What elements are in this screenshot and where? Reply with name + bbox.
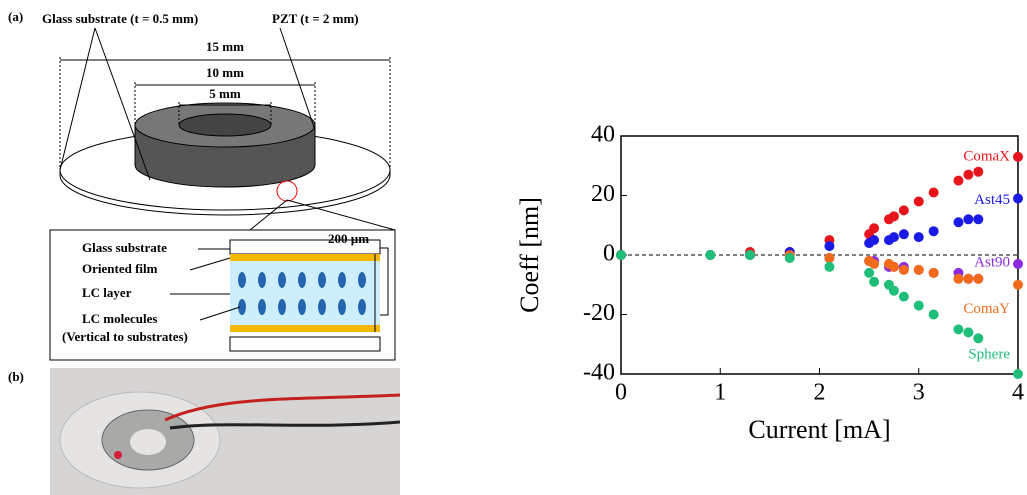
x-tick-label: 1 bbox=[714, 380, 726, 406]
point bbox=[824, 252, 835, 263]
panel-label: (a) bbox=[8, 9, 23, 24]
diagram bbox=[49, 27, 396, 361]
point bbox=[869, 223, 880, 234]
x-tick-label: 4 bbox=[1012, 380, 1024, 406]
point bbox=[705, 250, 716, 260]
y-tick-label: 20 bbox=[591, 181, 615, 207]
y-tick-label: -20 bbox=[583, 300, 615, 326]
point bbox=[973, 166, 984, 177]
dimension-label: 15 mm bbox=[206, 39, 244, 54]
point bbox=[963, 169, 974, 180]
layer-label: Oriented film bbox=[82, 261, 158, 276]
y-tick-label: 40 bbox=[591, 122, 615, 148]
series-label: ComaX bbox=[963, 148, 1010, 164]
y-axis-label: Coeff [nm] bbox=[515, 197, 544, 313]
point bbox=[913, 300, 924, 311]
point bbox=[963, 273, 974, 284]
point bbox=[1013, 369, 1023, 379]
point bbox=[888, 211, 899, 222]
layer-label: LC molecules bbox=[82, 311, 157, 326]
point bbox=[1013, 279, 1023, 290]
x-tick-label: 3 bbox=[913, 380, 925, 406]
dimension-label: 10 mm bbox=[206, 65, 244, 80]
point bbox=[913, 232, 924, 243]
point bbox=[953, 273, 964, 284]
point bbox=[973, 333, 984, 344]
point bbox=[1013, 151, 1023, 162]
point bbox=[888, 261, 899, 272]
dimension-label: 5 mm bbox=[209, 86, 241, 101]
point bbox=[963, 214, 974, 225]
point bbox=[784, 252, 795, 263]
x-tick-label: 2 bbox=[814, 380, 826, 406]
layer-label: (Vertical to substrates) bbox=[62, 329, 188, 344]
point bbox=[898, 264, 909, 275]
point bbox=[953, 324, 964, 335]
x-axis-label: Current [mA] bbox=[748, 415, 890, 444]
point bbox=[869, 258, 880, 269]
photo bbox=[50, 368, 401, 495]
series-label: Ast45 bbox=[974, 192, 1010, 208]
chart: -40 -20 0 20 40 0 1 2 3 4 Current [mA] Coeff [nm] Co… bbox=[515, 122, 1024, 444]
x-tick-label: 0 bbox=[615, 380, 627, 406]
pzt-hole bbox=[178, 113, 272, 137]
point bbox=[973, 273, 984, 284]
point bbox=[864, 267, 875, 278]
y-tick-label: 0 bbox=[603, 241, 615, 267]
point bbox=[913, 196, 924, 207]
point bbox=[898, 205, 909, 216]
point bbox=[928, 309, 939, 320]
point bbox=[963, 327, 974, 338]
point bbox=[913, 264, 924, 275]
point bbox=[928, 187, 939, 198]
point bbox=[869, 276, 880, 287]
point bbox=[824, 241, 835, 252]
diagram-label: PZT (t = 2 mm) bbox=[272, 11, 359, 26]
point bbox=[888, 285, 899, 296]
point bbox=[1013, 193, 1023, 204]
point bbox=[928, 267, 939, 278]
layer-label: Glass substrate bbox=[82, 240, 167, 255]
dimension-label: 200 µm bbox=[328, 231, 369, 246]
series-label: Ast90 bbox=[974, 254, 1010, 270]
y-tick-label: -40 bbox=[583, 360, 615, 386]
point bbox=[616, 250, 626, 260]
glass-edge bbox=[59, 170, 391, 216]
point bbox=[869, 235, 880, 246]
point bbox=[973, 214, 984, 225]
point bbox=[824, 261, 835, 272]
point bbox=[745, 250, 756, 260]
point bbox=[898, 291, 909, 302]
point bbox=[953, 175, 964, 186]
diagram-label: Glass substrate (t = 0.5 mm) bbox=[42, 11, 198, 26]
series-label: Sphere bbox=[968, 346, 1010, 362]
point bbox=[953, 217, 964, 228]
series-label: ComaY bbox=[963, 301, 1010, 317]
layer-label: LC layer bbox=[82, 285, 132, 300]
point bbox=[1013, 258, 1023, 269]
point bbox=[928, 226, 939, 237]
point bbox=[898, 229, 909, 240]
point bbox=[888, 232, 899, 243]
panel-label: (b) bbox=[8, 369, 24, 384]
